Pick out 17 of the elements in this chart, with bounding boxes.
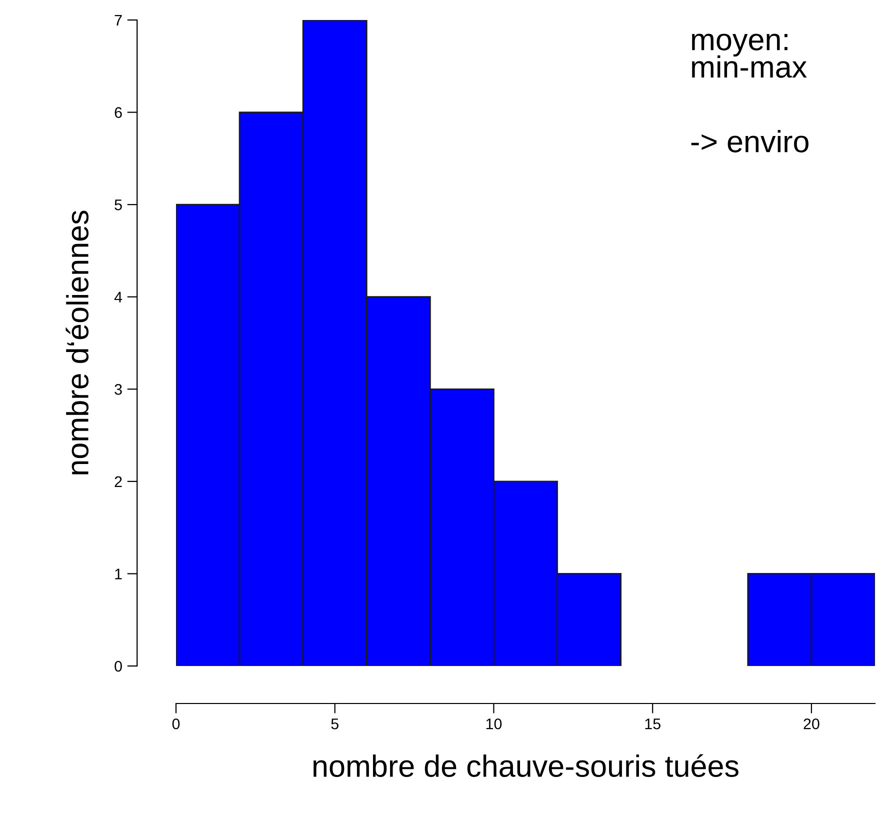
annotation: moyen: min-max — [692, 34, 807, 78]
y-tick-label: 2 — [114, 476, 122, 487]
y-tick-label: 5 — [114, 200, 122, 210]
y-tick-label: 1 — [115, 568, 122, 580]
y-tick-label: 3 — [114, 384, 122, 395]
y-tick-label: 6 — [114, 107, 122, 118]
x-tick-label: 15 — [645, 718, 660, 730]
x-axis-title: nombre de chauve-souris tuées — [314, 754, 738, 777]
y-tick-label: 0 — [114, 660, 122, 672]
x-tick-label: 5 — [331, 718, 338, 730]
x-tick-label: 10 — [486, 718, 502, 730]
x-tick-label: 20 — [804, 718, 820, 730]
annotation: -> enviro — [691, 130, 808, 152]
y-tick-label: 4 — [114, 292, 122, 302]
y-axis-title: nombre d‘éoliennes — [66, 210, 89, 474]
x-tick-label: 0 — [172, 718, 180, 730]
y-tick-label: 7 — [114, 15, 122, 26]
